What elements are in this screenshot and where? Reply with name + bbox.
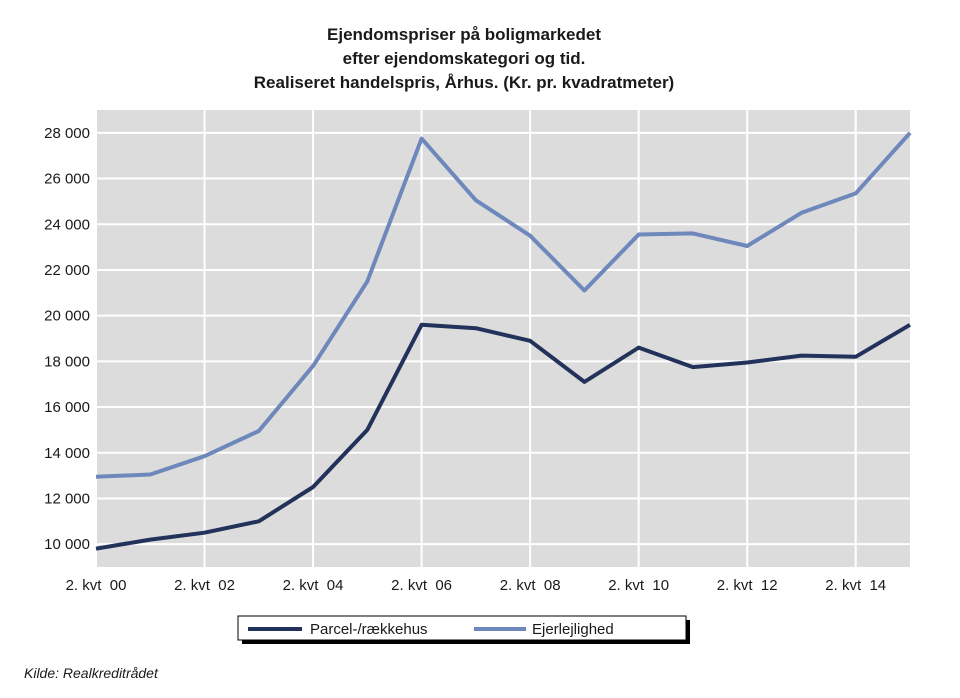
y-tick-label: 16 000: [44, 399, 90, 416]
x-tick-label: 2. kvt 12: [717, 577, 778, 594]
x-tick-label: 2. kvt 00: [66, 577, 127, 594]
chart-title-line-2: efter ejendomskategori og tid.: [343, 49, 586, 68]
plot-area: [96, 110, 910, 567]
series-line-ejerlejlighed: [95, 131, 912, 479]
y-tick-label: 24 000: [44, 216, 90, 233]
y-tick-label: 20 000: [44, 308, 90, 325]
chart-title-line-3: Realiseret handelspris, Århus. (Kr. pr. …: [254, 73, 674, 92]
legend-label-ejerlejlighed: Ejerlejlighed: [532, 621, 614, 638]
y-axis-tick-labels: 10 000 12 000 14 000 16 000 18 000 20 000 22 0…: [44, 125, 90, 553]
x-tick-label: 2. kvt 08: [500, 577, 561, 594]
x-tick-label: 2. kvt 04: [283, 577, 344, 594]
legend-label-parcel: Parcel-/rækkehus: [310, 621, 428, 638]
y-tick-label: 10 000: [44, 536, 90, 553]
series-lines: [95, 131, 912, 551]
x-tick-label: 2. kvt 06: [391, 577, 452, 594]
legend-box: [237, 615, 687, 641]
y-tick-label: 18 000: [44, 353, 90, 370]
y-tick-label: 14 000: [44, 445, 90, 462]
y-tick-label: 28 000: [44, 125, 90, 142]
grid-lines: [95, 110, 910, 567]
x-tick-label: 2. kvt 14: [825, 577, 886, 594]
y-tick-label: 12 000: [44, 490, 90, 507]
x-tick-label: 2. kvt 02: [174, 577, 235, 594]
x-tick-label: 2. kvt 10: [608, 577, 669, 594]
chart-title-line-1: Ejendomspriser på boligmarkedet: [327, 25, 601, 44]
series-line-parcel: [95, 322, 912, 551]
y-tick-label: 26 000: [44, 171, 90, 188]
y-tick-label: 22 000: [44, 262, 90, 279]
x-axis-tick-labels: 2. kvt 00 2. kvt 02 2. kvt 04 2. kvt 06 2. k…: [66, 577, 887, 594]
source-note: Kilde: Realkreditrådet: [24, 665, 159, 681]
legend: Parcel-/rækkehus Ejerlejlighed: [237, 615, 690, 644]
chart-title: Ejendomspriser på boligmarkedet efter ej…: [254, 25, 674, 92]
